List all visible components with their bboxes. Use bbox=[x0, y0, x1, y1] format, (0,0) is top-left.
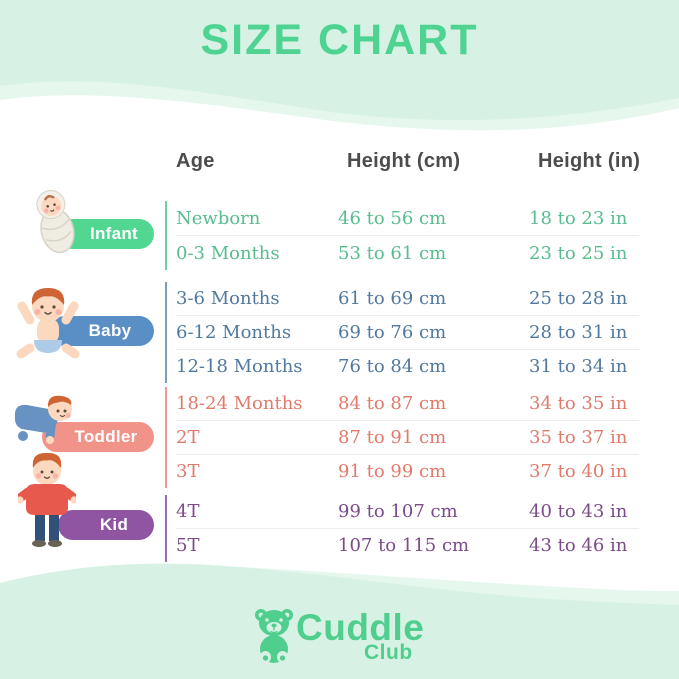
swaddled-infant-icon bbox=[36, 190, 75, 254]
column-header-height-cm: Height (cm) bbox=[347, 150, 461, 172]
age-cell: 12-18 Months bbox=[176, 356, 303, 377]
age-cell: 3T bbox=[176, 461, 200, 482]
height-in-cell: 31 to 34 in bbox=[529, 356, 628, 377]
group-label-kid: Kid bbox=[58, 510, 154, 540]
height-cm-cell: 91 to 99 cm bbox=[338, 461, 447, 482]
age-cell: Newborn bbox=[176, 207, 261, 229]
height-cm-cell: 87 to 91 cm bbox=[338, 427, 447, 448]
table-row: 2T 87 to 91 cm 35 to 37 in bbox=[176, 421, 639, 455]
table-row: Newborn 46 to 56 cm 18 to 23 in bbox=[176, 201, 639, 236]
height-cm-cell: 46 to 56 cm bbox=[338, 207, 447, 229]
height-in-cell: 18 to 23 in bbox=[529, 207, 628, 229]
age-cell: 0-3 Months bbox=[176, 242, 280, 264]
age-cell: 2T bbox=[176, 427, 200, 448]
table-row: 5T 107 to 115 cm 43 to 46 in bbox=[176, 529, 639, 562]
age-cell: 18-24 Months bbox=[176, 393, 303, 414]
brand-subname: Club bbox=[364, 641, 413, 664]
group-label-text: Kid bbox=[99, 515, 129, 534]
height-in-cell: 23 to 25 in bbox=[529, 242, 628, 264]
height-in-cell: 28 to 31 in bbox=[529, 322, 628, 343]
height-cm-cell: 76 to 84 cm bbox=[338, 356, 447, 377]
table-row: 18-24 Months 84 to 87 cm 34 to 35 in bbox=[176, 387, 639, 421]
age-cell: 3-6 Months bbox=[176, 288, 280, 309]
height-in-cell: 40 to 43 in bbox=[529, 501, 628, 522]
height-in-cell: 35 to 37 in bbox=[529, 427, 628, 448]
table-row: 6-12 Months 69 to 76 cm 28 to 31 in bbox=[176, 316, 639, 350]
group-label-text: Toddler bbox=[74, 427, 138, 446]
group-label-text: Baby bbox=[88, 321, 132, 340]
column-header-height-in: Height (in) bbox=[538, 150, 641, 172]
height-cm-cell: 53 to 61 cm bbox=[338, 242, 447, 264]
group-infant-rows: Newborn 46 to 56 cm 18 to 23 in 0-3 Mont… bbox=[165, 201, 639, 270]
height-cm-cell: 69 to 76 cm bbox=[338, 322, 447, 343]
table-header-row: Age Height (cm) Height (in) bbox=[176, 150, 646, 173]
page-title: SIZE CHART bbox=[200, 16, 479, 64]
group-label-text: Infant bbox=[89, 224, 139, 243]
sitting-baby-icon bbox=[16, 288, 80, 359]
age-cell: 5T bbox=[176, 535, 200, 556]
group-toddler-rows: 18-24 Months 84 to 87 cm 34 to 35 in 2T … bbox=[165, 387, 639, 488]
height-cm-cell: 99 to 107 cm bbox=[338, 501, 458, 522]
height-in-cell: 37 to 40 in bbox=[529, 461, 628, 482]
age-cell: 4T bbox=[176, 501, 200, 522]
table-row: 3-6 Months 61 to 69 cm 25 to 28 in bbox=[176, 282, 639, 316]
table-row: 0-3 Months 53 to 61 cm 23 to 25 in bbox=[176, 236, 639, 270]
group-label-infant: Infant bbox=[58, 219, 154, 249]
teddy-bear-icon bbox=[255, 609, 293, 663]
table-row: 3T 91 to 99 cm 37 to 40 in bbox=[176, 455, 639, 488]
group-baby-rows: 3-6 Months 61 to 69 cm 25 to 28 in 6-12 … bbox=[165, 282, 639, 383]
age-cell: 6-12 Months bbox=[176, 322, 292, 343]
group-kid-rows: 4T 99 to 107 cm 40 to 43 in 5T 107 to 11… bbox=[165, 495, 639, 562]
height-in-cell: 34 to 35 in bbox=[529, 393, 628, 414]
table-row: 4T 99 to 107 cm 40 to 43 in bbox=[176, 495, 639, 529]
column-header-age: Age bbox=[176, 150, 215, 172]
standing-kid-icon bbox=[18, 452, 76, 548]
height-cm-cell: 61 to 69 cm bbox=[338, 288, 447, 309]
height-cm-cell: 84 to 87 cm bbox=[338, 393, 447, 414]
height-cm-cell: 107 to 115 cm bbox=[338, 535, 470, 556]
height-in-cell: 25 to 28 in bbox=[529, 288, 628, 309]
height-in-cell: 43 to 46 in bbox=[529, 535, 628, 556]
crawling-toddler-icon bbox=[14, 395, 72, 444]
table-row: 12-18 Months 76 to 84 cm 31 to 34 in bbox=[176, 350, 639, 383]
group-label-toddler: Toddler bbox=[42, 422, 154, 452]
